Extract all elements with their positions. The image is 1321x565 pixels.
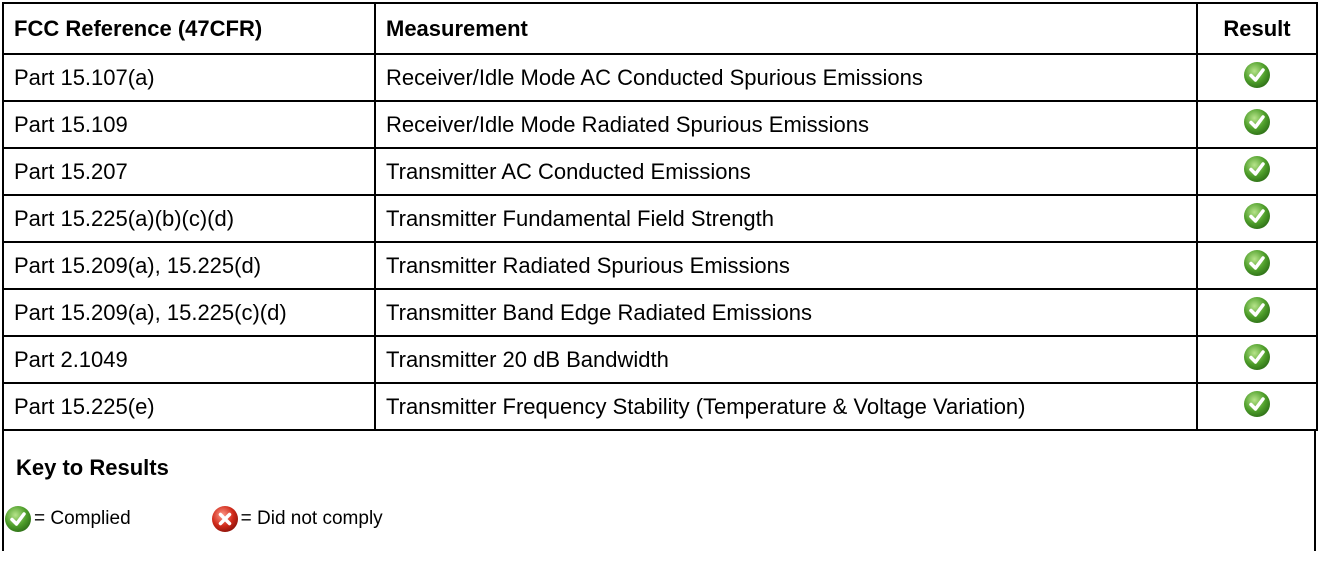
header-row: FCC Reference (47CFR) Measurement Result xyxy=(2,2,1318,55)
complied-icon xyxy=(1244,343,1270,370)
complied-icon xyxy=(1244,296,1270,323)
cell: Part 15.225(e) xyxy=(2,382,376,431)
row: Part 15.207 Transmitter AC Conducted Emis… xyxy=(2,147,1318,196)
cell: Part 15.209(a), 15.225(d) xyxy=(2,241,376,290)
result-cell xyxy=(1196,241,1318,290)
key-item: = Complied xyxy=(4,505,171,533)
cell: Receiver/Idle Mode AC Conducted Spurious… xyxy=(374,53,1198,102)
cell: Part 15.209(a), 15.225(c)(d) xyxy=(2,288,376,337)
cell: Transmitter Band Edge Radiated Emissions xyxy=(374,288,1198,337)
row: Part 2.1049 Transmitter 20 dB Bandwidth xyxy=(2,335,1318,384)
cell: Transmitter 20 dB Bandwidth xyxy=(374,335,1198,384)
result-cell xyxy=(1196,147,1318,196)
complied-icon xyxy=(1244,155,1270,182)
row: Part 15.109 Receiver/Idle Mode Radiated S… xyxy=(2,100,1318,149)
result-cell xyxy=(1196,382,1318,431)
result-cell xyxy=(1196,194,1318,243)
cell: Part 15.107(a) xyxy=(2,53,376,102)
key: Key to Results = Complied = Did not compl… xyxy=(2,431,1316,551)
results-table: FCC Reference (47CFR) Measurement Result P… xyxy=(2,2,1318,551)
result-cell xyxy=(1196,288,1318,337)
key-text: = Did not comply xyxy=(240,508,383,529)
complied-icon xyxy=(1244,202,1270,229)
key-text: = Complied xyxy=(34,508,131,529)
complied-icon xyxy=(1244,61,1270,88)
complied-icon xyxy=(1244,108,1270,135)
result-cell xyxy=(1196,53,1318,102)
row: Part 15.209(a), 15.225(c)(d) Transmitter … xyxy=(2,288,1318,337)
result-cell xyxy=(1196,335,1318,384)
not-complied-icon xyxy=(211,506,238,532)
complied-icon xyxy=(1244,390,1270,417)
complied-icon xyxy=(1244,249,1270,276)
key-title: Key to Results xyxy=(16,455,169,480)
key-items: = Complied = Did not comply xyxy=(4,505,463,533)
row: Part 15.225(e) Transmitter Frequency Stab… xyxy=(2,382,1318,431)
cell: Transmitter Frequency Stability (Tempera… xyxy=(374,382,1198,431)
result-cell xyxy=(1196,100,1318,149)
key-item: = Did not comply xyxy=(211,505,423,533)
row: Part 15.225(a)(b)(c)(d) Transmitter Funda… xyxy=(2,194,1318,243)
cell: Transmitter Radiated Spurious Emissions xyxy=(374,241,1198,290)
cell: Part 15.109 xyxy=(2,100,376,149)
column-header: Measurement xyxy=(374,2,1198,55)
cell: Part 2.1049 xyxy=(2,335,376,384)
row: Part 15.209(a), 15.225(d) Transmitter Rad… xyxy=(2,241,1318,290)
cell: Transmitter AC Conducted Emissions xyxy=(374,147,1198,196)
column-header: FCC Reference (47CFR) xyxy=(2,2,376,55)
column-header: Result xyxy=(1196,2,1318,55)
complied-icon xyxy=(5,506,31,532)
row: Part 15.107(a) Receiver/Idle Mode AC Cond… xyxy=(2,53,1318,102)
table: FCC Reference (47CFR) Measurement Result P… xyxy=(2,2,1318,431)
cell: Transmitter Fundamental Field Strength xyxy=(374,194,1198,243)
cell: Receiver/Idle Mode Radiated Spurious Emi… xyxy=(374,100,1198,149)
cell: Part 15.207 xyxy=(2,147,376,196)
cell: Part 15.225(a)(b)(c)(d) xyxy=(2,194,376,243)
